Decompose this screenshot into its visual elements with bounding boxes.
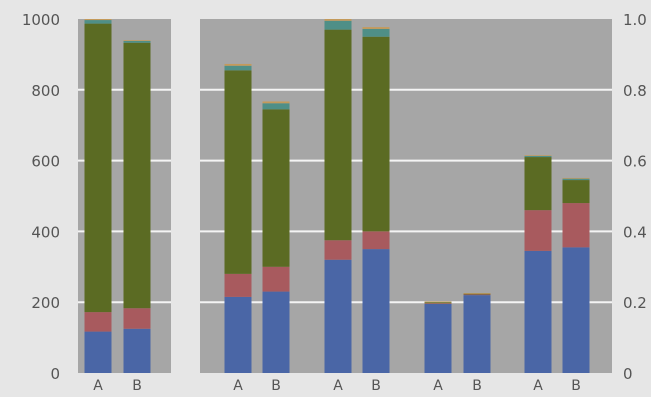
bar-right-g2-A-segment-1 — [424, 303, 452, 304]
y-tick-label-right: 0.4 — [623, 223, 647, 241]
bar-right-g0-B-segment-2 — [262, 109, 290, 267]
bar-left-B-segment-0 — [123, 328, 151, 373]
bar-right-g3-B-segment-4 — [562, 177, 590, 179]
bar-right-g3-A-segment-3 — [524, 155, 552, 158]
x-tick-label: B — [371, 378, 381, 393]
x-tick-label: A — [233, 378, 243, 393]
bar-right-g0-A-segment-4 — [224, 63, 252, 66]
bar-right-g1-B-segment-2 — [362, 36, 390, 232]
x-tick-label: A — [333, 378, 343, 393]
bar-left-A-segment-2 — [84, 23, 112, 313]
bar-right-g3-A-segment-4 — [524, 155, 552, 156]
x-tick-label: A — [533, 378, 543, 393]
y-tick-label-left: 0 — [50, 365, 60, 383]
bar-right-g2-A-segment-4 — [424, 301, 452, 303]
y-tick-label-right: 1.0 — [623, 11, 647, 29]
bar-right-g1-A-segment-3 — [324, 20, 352, 30]
bar-right-g3-A-segment-1 — [524, 210, 552, 251]
bar-right-g1-A-segment-0 — [324, 259, 352, 373]
bar-right-g2-B-segment-1 — [463, 294, 491, 296]
bar-right-g0-B-segment-1 — [262, 266, 290, 292]
y-tick-label-left: 600 — [31, 153, 60, 171]
bar-left-B-segment-1 — [123, 308, 151, 329]
bar-right-g3-A-segment-2 — [524, 157, 552, 211]
x-tick-label: B — [472, 378, 482, 393]
bar-right-g2-A-segment-0 — [424, 303, 452, 373]
bar-left-A-segment-3 — [84, 20, 112, 24]
x-tick-label: A — [433, 378, 443, 393]
x-tick-label: A — [93, 378, 103, 393]
bar-right-g1-A-segment-2 — [324, 29, 352, 241]
y-tick-label-right: 0.6 — [623, 153, 647, 171]
bar-right-g1-B-segment-0 — [362, 249, 390, 373]
bar-right-g1-B-segment-4 — [362, 27, 390, 29]
bar-right-g0-A-segment-1 — [224, 273, 252, 297]
bar-right-g0-B-segment-3 — [262, 103, 290, 110]
y-tick-label-left: 800 — [31, 82, 60, 100]
bar-left-A-segment-1 — [84, 312, 112, 332]
bar-right-g0-A-segment-3 — [224, 65, 252, 71]
bar-right-g0-A-segment-0 — [224, 296, 252, 373]
bar-right-g1-B-segment-3 — [362, 28, 390, 37]
bar-right-g0-A-segment-2 — [224, 70, 252, 274]
bar-right-g0-B-segment-4 — [262, 101, 290, 104]
y-tick-label-left: 200 — [31, 294, 60, 312]
bar-right-g1-B-segment-1 — [362, 231, 390, 250]
bar-left-A-segment-0 — [84, 331, 112, 373]
y-tick-label-right: 0.8 — [623, 82, 647, 100]
bar-left-B-segment-2 — [123, 42, 151, 309]
bar-right-g2-A-segment-2 — [424, 302, 452, 304]
bar-right-g1-A-segment-4 — [324, 19, 352, 21]
bar-left-B-segment-4 — [123, 40, 151, 41]
bar-right-g3-B-segment-2 — [562, 180, 590, 204]
bar-right-g3-B-segment-0 — [562, 247, 590, 373]
bar-right-g3-B-segment-3 — [562, 178, 590, 181]
y-tick-label-left: 1000 — [22, 11, 60, 29]
bar-right-g2-B-segment-4 — [463, 292, 491, 294]
x-tick-label: B — [271, 378, 281, 393]
bar-left-B-segment-3 — [123, 40, 151, 43]
bar-right-g1-A-segment-1 — [324, 240, 352, 260]
bar-right-g3-A-segment-0 — [524, 250, 552, 373]
bar-left-A-segment-4 — [84, 19, 112, 21]
y-tick-label-right: 0.2 — [623, 294, 647, 312]
x-tick-label: B — [132, 378, 142, 393]
bar-right-g2-B-segment-2 — [463, 293, 491, 295]
x-tick-label: B — [571, 378, 581, 393]
bar-right-g2-B-segment-0 — [463, 295, 491, 373]
bar-right-g0-B-segment-0 — [262, 291, 290, 373]
y-tick-label-left: 400 — [31, 223, 60, 241]
bar-right-g3-B-segment-1 — [562, 203, 590, 248]
y-tick-label-right: 0 — [623, 365, 633, 383]
